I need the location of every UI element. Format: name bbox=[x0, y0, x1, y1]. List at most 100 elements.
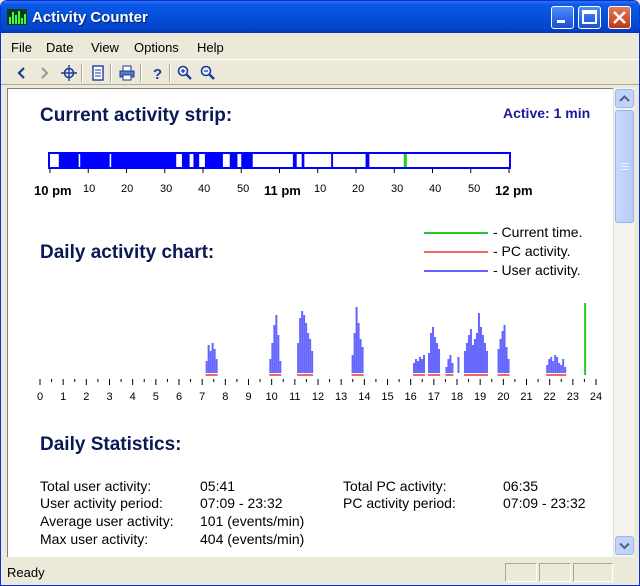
stat-label: PC activity period: bbox=[343, 495, 456, 511]
strip-activity-block bbox=[111, 154, 177, 167]
user-activity-bar bbox=[556, 357, 559, 373]
user-activity-bar bbox=[307, 333, 310, 373]
hour-label: 4 bbox=[130, 391, 136, 403]
strip-label: 20 bbox=[352, 183, 365, 195]
scroll-down-button[interactable] bbox=[615, 536, 634, 555]
help-icon[interactable]: ? bbox=[148, 64, 166, 82]
stat-label: User activity period: bbox=[40, 495, 163, 511]
strip-label-10pm: 10 pm bbox=[34, 183, 72, 198]
strip-label-11pm: 11 pm bbox=[264, 183, 301, 198]
daily-activity-chart: 0 1 2 3 4 5 6 7 8 9 10 11 12 13 14 15 16 17 18 19 20 21 22 23 24 bbox=[37, 303, 602, 403]
user-activity-bar bbox=[305, 323, 308, 373]
user-activity-bar bbox=[416, 361, 419, 373]
menu-file[interactable]: File bbox=[11, 40, 32, 55]
user-activity-bar bbox=[479, 327, 482, 373]
close-button[interactable] bbox=[608, 6, 631, 29]
hour-label: 21 bbox=[520, 391, 532, 403]
user-activity-bar bbox=[558, 363, 561, 373]
user-activity-bar bbox=[457, 357, 460, 373]
hour-label: 23 bbox=[567, 391, 579, 403]
user-activity-bar bbox=[477, 313, 480, 373]
user-activity-bar bbox=[422, 355, 425, 373]
forward-arrow-icon[interactable] bbox=[35, 64, 53, 82]
hour-label: 11 bbox=[289, 391, 300, 403]
user-activity-bar bbox=[414, 359, 417, 373]
user-activity-bar bbox=[269, 359, 272, 373]
menu-date[interactable]: Date bbox=[46, 40, 74, 55]
menu-view[interactable]: View bbox=[91, 40, 119, 55]
user-activity-bar bbox=[309, 339, 312, 373]
hour-label: 8 bbox=[222, 391, 228, 403]
zoom-out-icon[interactable] bbox=[199, 64, 217, 82]
strip-label: 50 bbox=[468, 183, 481, 195]
menu-options[interactable]: Options bbox=[134, 40, 179, 55]
user-activity-bar bbox=[277, 335, 280, 373]
hour-label: 18 bbox=[451, 391, 463, 403]
strip-activity-block bbox=[204, 154, 223, 167]
daily-chart-title: Daily activity chart: bbox=[40, 242, 215, 263]
user-activity-bar bbox=[351, 355, 354, 373]
hour-label: 1 bbox=[60, 391, 66, 403]
title-bar[interactable]: Activity Counter bbox=[1, 1, 639, 33]
hour-label: 17 bbox=[428, 391, 440, 403]
active-time-label: Active: 1 min bbox=[503, 105, 591, 121]
strip-activity-block bbox=[301, 154, 305, 167]
stat-value: 101 (events/min) bbox=[200, 513, 305, 529]
scroll-thumb[interactable] bbox=[615, 110, 634, 223]
strip-activity-block bbox=[193, 154, 200, 167]
scroll-up-button[interactable] bbox=[615, 89, 634, 108]
user-activity-bar bbox=[564, 367, 567, 373]
crosshair-icon[interactable] bbox=[60, 64, 78, 82]
user-activity-bar bbox=[436, 343, 439, 373]
hour-label: 20 bbox=[497, 391, 509, 403]
user-activity-bar bbox=[481, 335, 484, 373]
user-activity-bar bbox=[432, 327, 435, 373]
strip-activity-block bbox=[58, 154, 79, 167]
hour-label: 14 bbox=[358, 391, 370, 403]
window-title: Activity Counter bbox=[32, 9, 148, 26]
toolbar-separator bbox=[140, 64, 142, 82]
user-activity-bar bbox=[473, 339, 476, 373]
activity-strip bbox=[48, 152, 511, 173]
user-activity-bar bbox=[299, 318, 302, 373]
user-activity-bar bbox=[213, 349, 216, 373]
legend-current-time: - Current time. bbox=[493, 224, 583, 240]
legend-pc-activity: - PC activity. bbox=[493, 243, 571, 259]
maximize-button[interactable] bbox=[578, 6, 601, 29]
zoom-in-icon[interactable] bbox=[176, 64, 194, 82]
menu-help[interactable]: Help bbox=[197, 40, 224, 55]
stat-label: Average user activity: bbox=[40, 513, 174, 529]
minimize-button[interactable] bbox=[551, 6, 574, 29]
back-arrow-icon[interactable] bbox=[13, 64, 31, 82]
status-panel bbox=[573, 563, 613, 582]
user-activity-bar bbox=[463, 351, 466, 373]
user-activity-bar bbox=[301, 311, 304, 373]
hour-label: 7 bbox=[199, 391, 205, 403]
user-activity-bar bbox=[554, 355, 557, 373]
hour-label: 2 bbox=[83, 391, 89, 403]
stat-value: 06:35 bbox=[503, 478, 539, 494]
user-activity-bar bbox=[428, 353, 431, 373]
user-activity-bar bbox=[552, 361, 555, 373]
print-icon[interactable] bbox=[118, 64, 136, 82]
user-activity-bar bbox=[503, 325, 506, 373]
toolbar: ? bbox=[1, 59, 639, 85]
hour-label: 5 bbox=[153, 391, 159, 403]
user-activity-bar bbox=[483, 343, 486, 373]
stat-label: Total PC activity: bbox=[343, 478, 447, 494]
user-activity-bar bbox=[279, 361, 282, 373]
user-activity-bar bbox=[353, 333, 356, 373]
user-activity-bar bbox=[361, 347, 364, 373]
main-view: Current activity strip: Active: 1 min 10… bbox=[7, 88, 613, 557]
user-activity-bar bbox=[445, 367, 448, 373]
hour-label: 9 bbox=[245, 391, 251, 403]
stat-value: 05:41 bbox=[200, 478, 236, 494]
stat-value: 404 (events/min) bbox=[200, 531, 305, 547]
user-activity-bar bbox=[434, 337, 437, 373]
document-icon[interactable] bbox=[89, 64, 107, 82]
user-activity-bar bbox=[447, 359, 450, 373]
strip-label: 10 bbox=[83, 183, 96, 195]
strip-label: 50 bbox=[237, 183, 250, 195]
stat-label: Max user activity: bbox=[40, 531, 149, 547]
vertical-scrollbar[interactable] bbox=[613, 88, 634, 557]
